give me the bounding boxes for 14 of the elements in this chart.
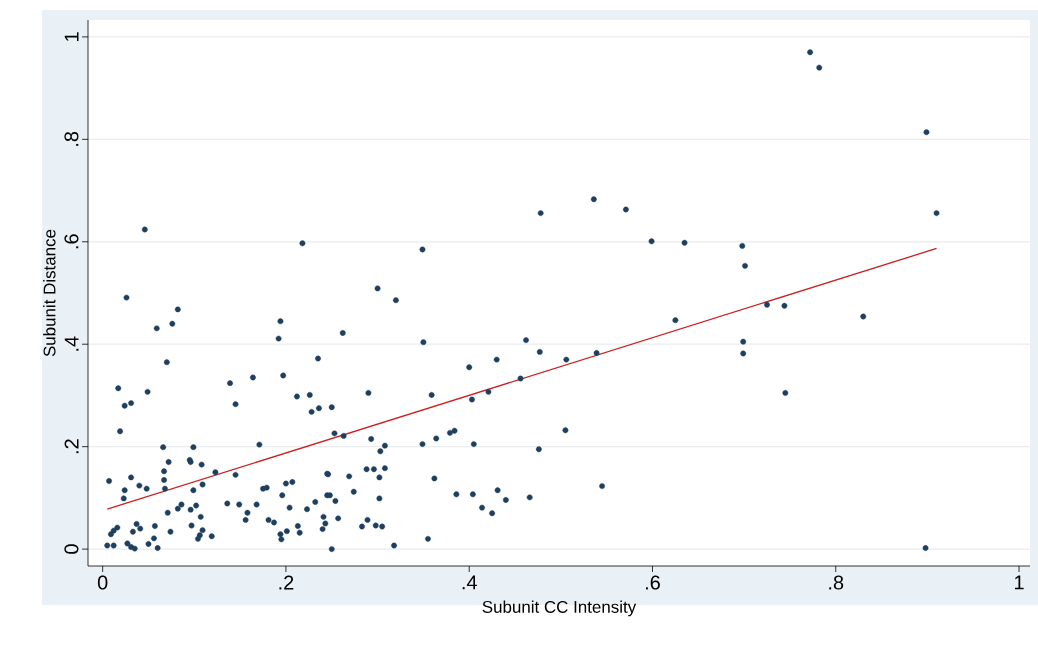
y-tick-label: 0 [64, 544, 79, 554]
y-tick-label: .4 [64, 336, 79, 351]
y-axis-title: Subunit Distance [43, 229, 56, 357]
y-tick-label: 1 [64, 32, 79, 41]
y-tick-label: .8 [64, 131, 79, 146]
x-tick-label: .6 [645, 575, 660, 590]
x-axis-title: Subunit CC Intensity [482, 600, 637, 617]
x-tick-label: .4 [462, 575, 477, 590]
y-tick-label: .6 [64, 234, 79, 249]
x-tick-label: .8 [829, 575, 844, 590]
x-tick-label: .2 [279, 575, 294, 590]
x-tick-label: 1 [1014, 575, 1024, 590]
x-tick-label: 0 [97, 575, 108, 590]
y-tick-label: .2 [64, 439, 79, 454]
